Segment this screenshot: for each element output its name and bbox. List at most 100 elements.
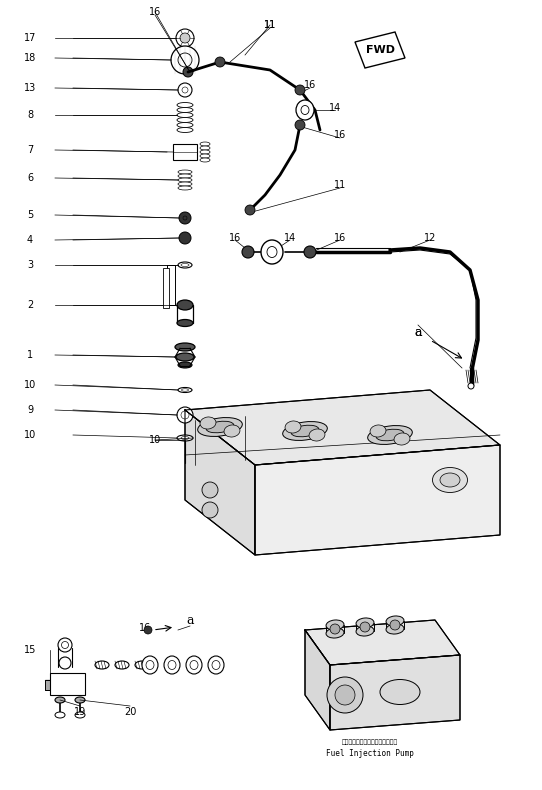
Polygon shape bbox=[355, 32, 405, 68]
Ellipse shape bbox=[55, 697, 65, 703]
Bar bbox=[163, 268, 169, 308]
Ellipse shape bbox=[178, 178, 192, 182]
Text: 11: 11 bbox=[334, 180, 346, 190]
Text: 2: 2 bbox=[27, 300, 33, 310]
Circle shape bbox=[178, 83, 192, 97]
Text: 10: 10 bbox=[24, 380, 36, 390]
Text: 16: 16 bbox=[229, 233, 241, 243]
Ellipse shape bbox=[95, 661, 109, 669]
Circle shape bbox=[182, 87, 188, 93]
Text: 20: 20 bbox=[124, 707, 136, 717]
Circle shape bbox=[295, 120, 305, 130]
Ellipse shape bbox=[200, 154, 210, 158]
Text: 13: 13 bbox=[24, 83, 36, 93]
Text: Fuel Injection Pump: Fuel Injection Pump bbox=[326, 748, 414, 758]
Text: 4: 4 bbox=[27, 235, 33, 245]
Ellipse shape bbox=[178, 388, 192, 393]
Text: 16: 16 bbox=[304, 80, 316, 90]
Text: FWD: FWD bbox=[365, 45, 395, 55]
Text: 14: 14 bbox=[284, 233, 296, 243]
Ellipse shape bbox=[178, 170, 192, 174]
Ellipse shape bbox=[177, 112, 193, 118]
Ellipse shape bbox=[200, 150, 210, 154]
Ellipse shape bbox=[200, 142, 210, 146]
Ellipse shape bbox=[182, 389, 189, 391]
Circle shape bbox=[178, 53, 192, 67]
Ellipse shape bbox=[142, 656, 158, 674]
Circle shape bbox=[295, 85, 305, 95]
Ellipse shape bbox=[178, 362, 192, 368]
Bar bbox=[50, 673, 85, 695]
Text: 18: 18 bbox=[24, 53, 36, 63]
Ellipse shape bbox=[433, 468, 468, 492]
Ellipse shape bbox=[283, 422, 327, 441]
Text: 15: 15 bbox=[24, 645, 36, 655]
Bar bbox=[173, 144, 197, 160]
Circle shape bbox=[179, 232, 191, 244]
Circle shape bbox=[327, 677, 363, 713]
Ellipse shape bbox=[177, 118, 193, 122]
Ellipse shape bbox=[267, 246, 277, 258]
Ellipse shape bbox=[178, 186, 192, 190]
Ellipse shape bbox=[175, 343, 195, 351]
Ellipse shape bbox=[176, 353, 194, 361]
Circle shape bbox=[360, 622, 370, 632]
Circle shape bbox=[335, 685, 355, 705]
Text: 7: 7 bbox=[27, 145, 33, 155]
Bar bbox=[77, 680, 83, 690]
Ellipse shape bbox=[178, 262, 192, 268]
Circle shape bbox=[330, 624, 340, 634]
Text: 5: 5 bbox=[27, 210, 33, 220]
Text: 3: 3 bbox=[27, 260, 33, 270]
Text: 16: 16 bbox=[334, 233, 346, 243]
Text: フュエルインジェクションポンプ: フュエルインジェクションポンプ bbox=[342, 739, 398, 745]
Circle shape bbox=[183, 216, 187, 220]
Circle shape bbox=[179, 212, 191, 224]
Ellipse shape bbox=[394, 433, 410, 445]
Ellipse shape bbox=[177, 127, 193, 133]
Circle shape bbox=[177, 407, 193, 423]
Ellipse shape bbox=[440, 473, 460, 487]
Text: 11: 11 bbox=[264, 20, 276, 30]
Ellipse shape bbox=[261, 240, 283, 264]
Polygon shape bbox=[185, 410, 255, 555]
Ellipse shape bbox=[115, 661, 129, 669]
Text: 16: 16 bbox=[139, 623, 151, 633]
Ellipse shape bbox=[177, 107, 193, 112]
Polygon shape bbox=[305, 620, 460, 665]
Circle shape bbox=[202, 482, 218, 498]
Ellipse shape bbox=[55, 712, 65, 718]
Ellipse shape bbox=[177, 103, 193, 107]
Text: 1: 1 bbox=[27, 350, 33, 360]
Ellipse shape bbox=[177, 435, 193, 441]
Ellipse shape bbox=[200, 146, 210, 150]
Ellipse shape bbox=[178, 182, 192, 186]
Ellipse shape bbox=[376, 429, 404, 441]
Circle shape bbox=[468, 383, 474, 389]
Ellipse shape bbox=[309, 429, 325, 441]
Circle shape bbox=[144, 626, 152, 634]
Text: 11: 11 bbox=[264, 20, 276, 30]
Ellipse shape bbox=[212, 660, 220, 669]
Ellipse shape bbox=[177, 122, 193, 127]
Ellipse shape bbox=[168, 660, 176, 669]
Ellipse shape bbox=[356, 626, 374, 636]
Ellipse shape bbox=[186, 656, 202, 674]
Circle shape bbox=[180, 33, 190, 43]
Ellipse shape bbox=[75, 697, 85, 703]
Ellipse shape bbox=[301, 106, 309, 115]
Ellipse shape bbox=[386, 624, 404, 634]
Ellipse shape bbox=[164, 656, 180, 674]
Ellipse shape bbox=[181, 264, 189, 266]
Ellipse shape bbox=[58, 638, 72, 652]
Ellipse shape bbox=[200, 417, 216, 429]
Text: 6: 6 bbox=[27, 173, 33, 183]
Polygon shape bbox=[330, 655, 460, 730]
Text: a: a bbox=[186, 614, 193, 626]
Ellipse shape bbox=[177, 300, 193, 310]
Ellipse shape bbox=[370, 425, 386, 437]
Text: a: a bbox=[414, 325, 422, 338]
Text: 14: 14 bbox=[329, 103, 341, 113]
Ellipse shape bbox=[386, 616, 404, 626]
Circle shape bbox=[215, 57, 225, 67]
